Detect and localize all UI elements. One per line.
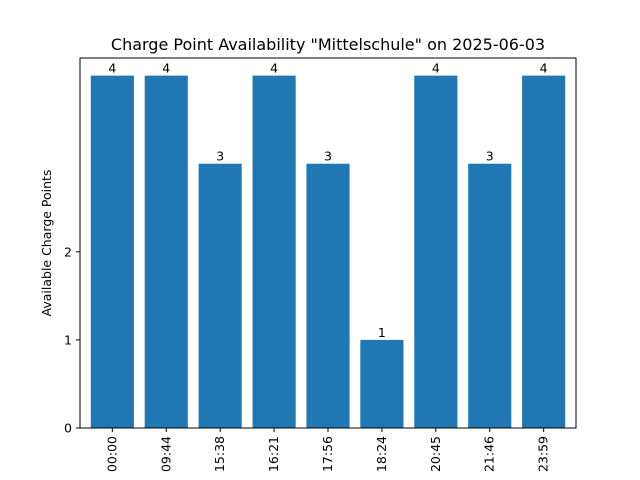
x-tick-label: 00:00 [104, 436, 119, 472]
x-axis: 00:00 09:44 15:38 16:21 17:56 18:24 20:45 21:46… [104, 428, 551, 472]
bar-value-label: 1 [378, 325, 386, 340]
x-tick-label: 21:46 [482, 436, 497, 472]
bar-value-label: 3 [216, 149, 224, 164]
x-tick-label: 17:56 [320, 436, 335, 472]
bar-value-label: 4 [270, 61, 278, 76]
bar-value-label: 4 [108, 61, 116, 76]
x-tick-label: 16:21 [266, 436, 281, 472]
bar-0000 [90, 75, 134, 428]
x-tick-label: 20:45 [428, 436, 443, 472]
bar-value-label: 4 [540, 61, 548, 76]
bar-value-label: 4 [162, 61, 170, 76]
bar-value-label: 3 [486, 149, 494, 164]
bar-0944 [144, 75, 188, 428]
x-tick-label: 23:59 [536, 436, 551, 472]
y-axis-label: Available Charge Points [39, 170, 54, 317]
bars-group [90, 75, 566, 428]
bar-2146 [468, 163, 512, 428]
y-tick-label: 2 [64, 244, 72, 259]
x-tick-label: 15:38 [212, 436, 227, 472]
bar-labels-group: 4 4 3 4 3 1 4 3 4 [108, 61, 547, 340]
bar-1756 [306, 163, 350, 428]
x-tick-label: 09:44 [158, 436, 173, 472]
bar-2359 [522, 75, 566, 428]
bar-1824 [360, 339, 404, 428]
chart-title: Charge Point Availability "Mittelschule"… [111, 35, 545, 54]
bar-value-label: 3 [324, 149, 332, 164]
bar-1538 [198, 163, 242, 428]
bar-1621 [252, 75, 296, 428]
y-axis: 0 1 2 [64, 244, 80, 436]
y-tick-label: 0 [64, 421, 72, 436]
y-tick-label: 1 [64, 332, 72, 347]
bar-value-label: 4 [432, 61, 440, 76]
bar-2045 [414, 75, 458, 428]
x-tick-label: 18:24 [374, 436, 389, 472]
